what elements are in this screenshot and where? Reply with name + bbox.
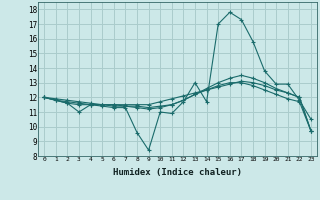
X-axis label: Humidex (Indice chaleur): Humidex (Indice chaleur) (113, 168, 242, 177)
